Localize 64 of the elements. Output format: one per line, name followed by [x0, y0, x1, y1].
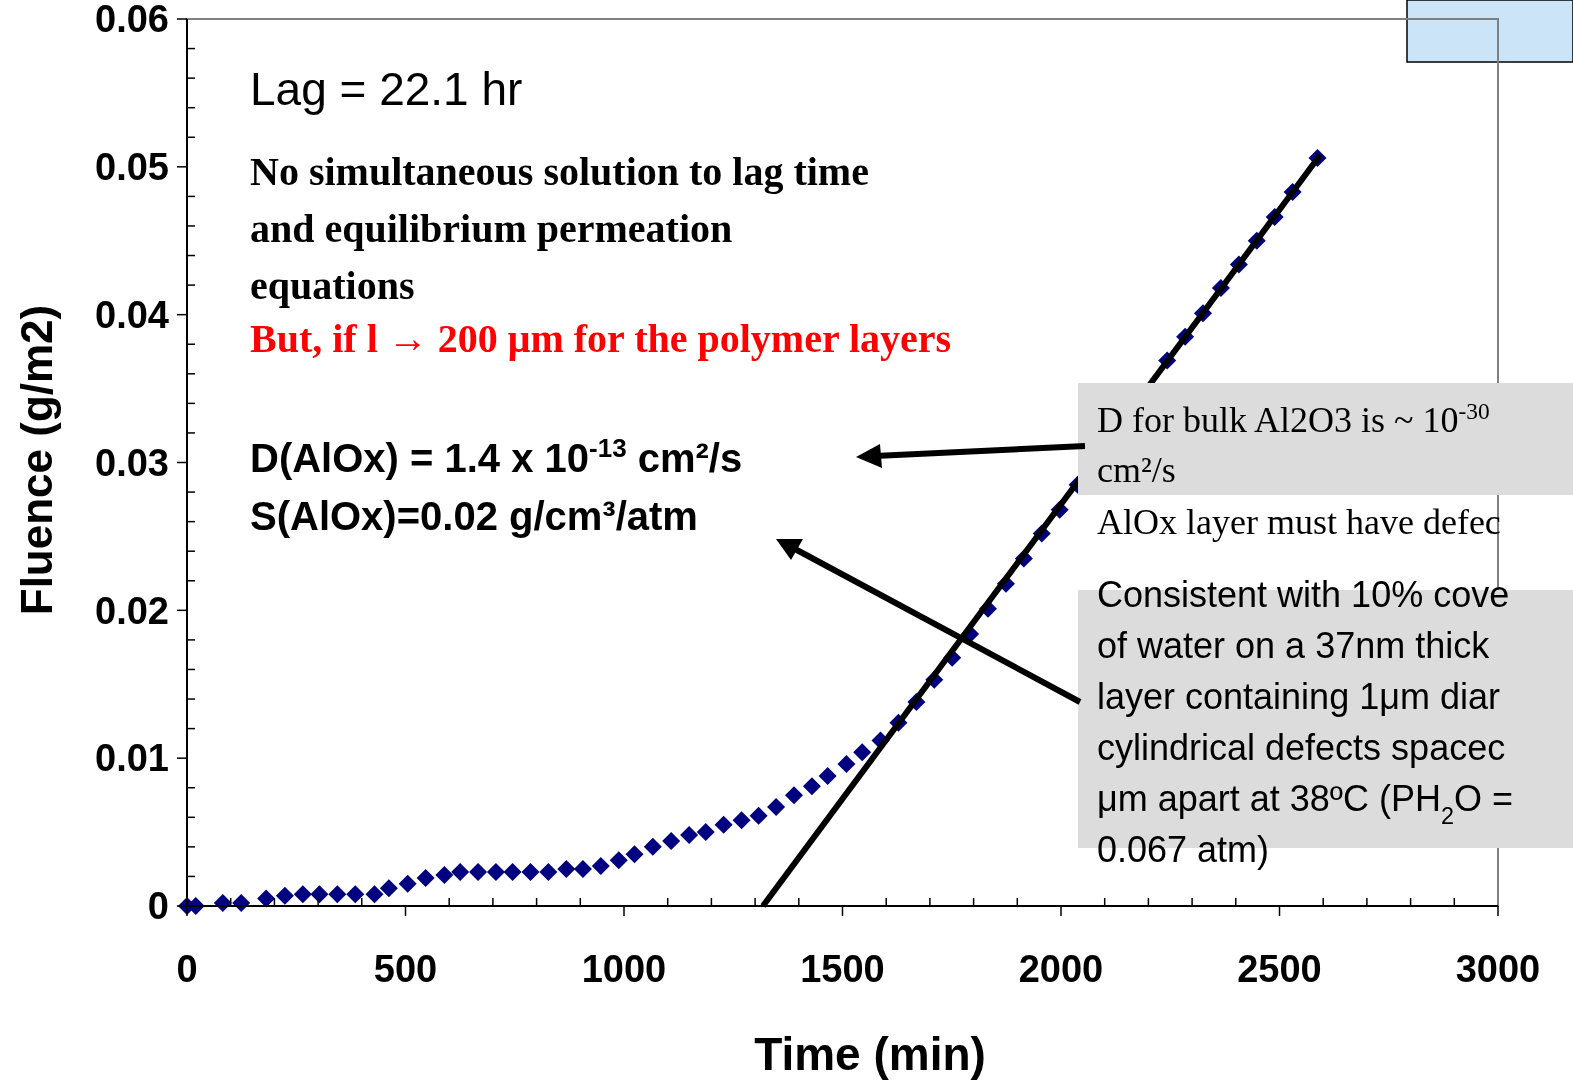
y-tick-label: 0.06: [95, 0, 169, 41]
x-tick-label: 2000: [1018, 948, 1104, 990]
point: [539, 863, 558, 881]
point: [293, 885, 312, 904]
point: [379, 879, 398, 898]
annotation: μm apart at 38ºC (PH$_{2}$O =: [1097, 778, 1514, 829]
annotation: But, if l → 200 μm for the polymer layers: [250, 316, 952, 361]
point: [257, 889, 276, 908]
point: [435, 865, 454, 884]
y-tick-label: 0: [147, 885, 169, 928]
point: [486, 863, 505, 881]
annotation: S(AlOx)=0.02 g/cm³/atm: [250, 494, 698, 538]
point: [609, 851, 628, 870]
point: [732, 811, 751, 830]
point: [503, 863, 522, 881]
point: [416, 868, 435, 887]
annotation: of water on a 37nm thick: [1097, 625, 1491, 666]
point: [853, 743, 872, 762]
annotation: Consistent with 10% cove: [1097, 574, 1510, 615]
y-tick-label: 0.05: [95, 146, 169, 189]
annotation: 0.067 atm): [1097, 829, 1270, 870]
point: [625, 845, 644, 864]
point: [591, 857, 610, 876]
point: [573, 860, 592, 879]
point: [275, 886, 294, 905]
point: [398, 874, 417, 893]
point: [346, 885, 365, 904]
text: D for bulk Al2O3 is ~ 10$^{-30}$ cm²/s: [1097, 398, 1490, 490]
point: [643, 837, 662, 856]
x-tick-label: 500: [373, 948, 438, 990]
annotation: No simultaneous solution to lag time and equilibrium permeation equations: [250, 149, 869, 308]
point: [328, 885, 347, 904]
annotation: cylindrical defects spacec: [1097, 727, 1506, 768]
point: [451, 863, 470, 881]
y-tick-label: 0.04: [95, 293, 169, 336]
point: [802, 777, 821, 796]
annotation: layer containing 1μm diar: [1097, 676, 1500, 717]
point: [521, 863, 540, 881]
x-axis-title: Time (min): [754, 1028, 986, 1080]
x-tick-label: 2500: [1237, 948, 1322, 990]
y-tick-label: 0.02: [95, 589, 169, 632]
y-tick-label: 0.01: [95, 737, 169, 780]
point: [310, 885, 329, 904]
point: [749, 806, 768, 825]
point: [365, 885, 384, 904]
y-tick-label: 0.03: [95, 441, 169, 484]
point: [837, 755, 856, 774]
point: [680, 826, 699, 845]
point: [662, 831, 681, 850]
point: [767, 797, 786, 816]
x-tick-label: 1500: [800, 948, 885, 990]
x-tick-label: 1000: [581, 948, 667, 990]
y-axis-title: Fluence (g/m2): [12, 304, 61, 616]
point: [557, 860, 576, 879]
point: [784, 786, 803, 805]
x-tick-label: 3000: [1455, 948, 1541, 990]
point: [714, 815, 733, 834]
point: [696, 823, 715, 842]
annotation: Lag = 22.1 hr: [250, 63, 523, 115]
annotation: D(AlOx) = 1.4 x 10$^{-13}$ cm²/s: [250, 433, 743, 480]
annotation: AlOx layer must have defec: [1097, 502, 1501, 542]
point: [469, 863, 488, 881]
x-tick-label: 0: [176, 948, 198, 990]
point: [818, 766, 837, 785]
